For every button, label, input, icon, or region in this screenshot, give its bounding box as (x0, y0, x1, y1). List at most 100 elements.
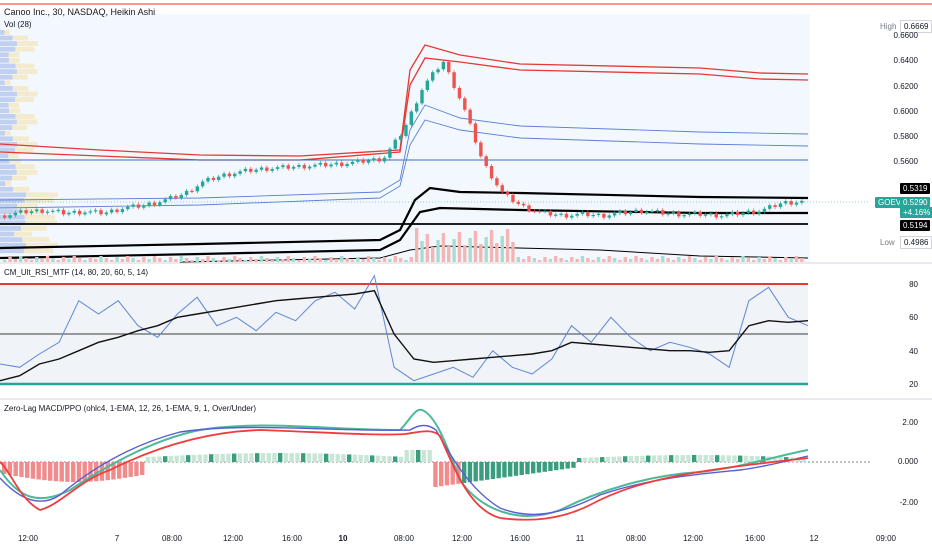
macd-histogram-bar (347, 454, 352, 462)
candle-body (463, 98, 467, 110)
volume-bar (270, 260, 274, 262)
candle-body (184, 190, 189, 195)
candle-body (110, 209, 114, 213)
volume-bar (473, 231, 478, 262)
volume-profile-down (15, 97, 34, 102)
volume-profile-down (9, 158, 21, 164)
volume-profile-down (8, 52, 20, 58)
volume-bar (441, 233, 446, 262)
candle-body (495, 178, 499, 186)
macd-histogram-bar (249, 453, 254, 462)
volume-profile-down (12, 175, 27, 181)
macd-histogram-bar (433, 462, 438, 487)
volume-bar (13, 259, 18, 262)
volume-profile-up (0, 158, 10, 164)
volume-profile-down (12, 86, 29, 91)
volume-bar (115, 257, 119, 262)
volume-profile-down (15, 147, 34, 153)
volume-bar (163, 260, 167, 262)
black-level-bottom (179, 245, 809, 263)
rsi-tick: 20 (909, 380, 918, 389)
macd-tick: 2.00 (902, 418, 918, 427)
candle-body (645, 211, 649, 213)
time-tick: 08:00 (625, 534, 647, 543)
candle-body (425, 80, 430, 91)
volume-profile-up (0, 164, 16, 170)
volume-profile-up (0, 35, 13, 41)
macd-histogram-bar (111, 462, 116, 480)
candle-body (40, 209, 44, 213)
macd-histogram-bar (82, 462, 87, 482)
volume-bar (784, 257, 788, 262)
macd-histogram-bar (761, 456, 766, 462)
candle-body (163, 199, 167, 203)
candle-body (671, 212, 676, 214)
candle-body (8, 215, 12, 218)
macd-histogram-bar (611, 456, 616, 462)
macd-histogram-bar (398, 456, 404, 462)
candle-body (479, 142, 483, 157)
upper-band-blue-1 (0, 104, 809, 201)
macd-histogram-bar (255, 453, 260, 462)
volume-bar (559, 258, 563, 262)
volume-bar (789, 259, 793, 262)
volume-bar (51, 258, 55, 262)
volume-bar (152, 256, 157, 262)
volume-bar (120, 259, 125, 262)
volume-bar (752, 260, 756, 262)
volume-profile-down (23, 248, 54, 254)
macd-histogram-bar (312, 453, 317, 462)
volume-profile-down (8, 102, 19, 108)
macd-blue-line (0, 424, 809, 516)
volume-bar (29, 260, 34, 262)
candle-body (270, 168, 274, 171)
macd-histogram-bar (588, 457, 593, 462)
macd-histogram-bar (577, 458, 582, 462)
macd-histogram-bar (71, 462, 76, 482)
price-tick: 0.6400 (893, 56, 918, 65)
candle-body (414, 103, 419, 112)
volume-bar (8, 257, 12, 262)
macd-histogram-bar (594, 457, 599, 462)
candle-body (168, 196, 173, 200)
candle-body (436, 69, 440, 73)
volume-bar (222, 257, 226, 262)
time-tick: 11 (575, 534, 585, 543)
volume-bar (693, 258, 697, 262)
time-tick: 12:00 (222, 534, 244, 543)
price-tick: 0.6000 (893, 107, 918, 116)
volume-bar (511, 242, 515, 262)
macd-histogram-bar (686, 455, 691, 462)
macd-histogram-bar (151, 456, 156, 462)
candle-body (420, 90, 424, 104)
volume-bar (136, 260, 141, 262)
candle-body (265, 167, 269, 171)
time-tick: 10 (338, 534, 348, 543)
macd-histogram-bar (122, 462, 128, 478)
candle-body (147, 202, 151, 206)
volume-bar (495, 243, 499, 262)
volume-bar (741, 256, 745, 262)
volume-bar (340, 256, 344, 262)
volume-bar (329, 257, 333, 262)
macd-histogram-bar (404, 450, 409, 462)
candle-body (340, 162, 344, 167)
volume-bar (334, 259, 339, 262)
macd-histogram-bar (519, 462, 524, 475)
volume-profile-down (15, 114, 35, 119)
candle-body (217, 176, 221, 180)
candle-body (93, 210, 98, 212)
volume-profile-up (0, 119, 17, 125)
candle-body (233, 173, 237, 177)
candle-body (409, 111, 413, 125)
macd-histogram-bar (140, 462, 145, 476)
time-tick: 12 (809, 534, 819, 543)
volume-bar (431, 247, 435, 262)
macd-histogram-bar (381, 455, 386, 462)
macd-histogram-bar (444, 462, 450, 486)
macd-histogram-bar (726, 455, 731, 462)
macd-histogram-bar (410, 450, 415, 462)
candle-body (35, 209, 39, 212)
macd-histogram-bar (145, 457, 151, 462)
